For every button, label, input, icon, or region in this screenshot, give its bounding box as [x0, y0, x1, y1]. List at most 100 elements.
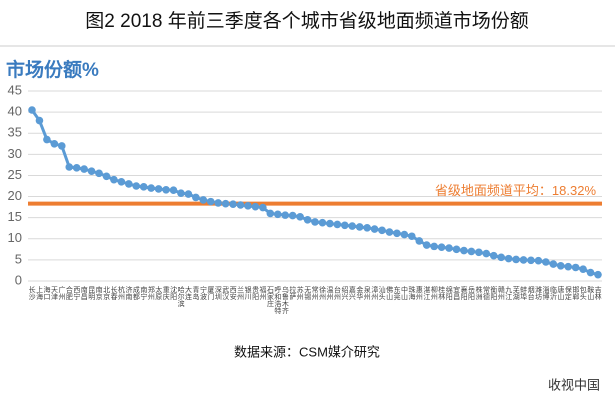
x-tick-label: 太原 [155, 285, 163, 300]
marker [534, 256, 543, 265]
marker [594, 270, 602, 279]
x-tick-label: 长沙 [28, 285, 36, 300]
marker [50, 139, 59, 148]
y-tick-label: 15 [8, 209, 22, 224]
x-tick-label: 长春 [110, 285, 118, 301]
marker [229, 200, 237, 208]
marker [452, 245, 461, 254]
x-tick-label: 无锡 [304, 286, 312, 301]
marker [132, 182, 141, 190]
watermark: 收视中国 [548, 377, 600, 392]
x-tick-label: 赣州 [497, 285, 505, 300]
x-tick-label: 乌鲁木齐 [281, 285, 289, 315]
marker [65, 163, 74, 171]
marker [437, 243, 446, 252]
marker [206, 197, 215, 206]
x-tick-label: 保定 [564, 285, 572, 301]
marker [400, 230, 409, 239]
marker [527, 256, 535, 265]
marker [221, 199, 230, 208]
marker [385, 228, 394, 236]
marker [326, 219, 334, 228]
y-axis-label: 市场份额% [6, 58, 99, 81]
x-tick-label: 天津 [50, 286, 58, 301]
x-tick-label: 上海 [36, 285, 44, 301]
marker [460, 246, 468, 255]
x-tick-label: 常德 [482, 285, 490, 301]
marker [422, 241, 431, 249]
marker [489, 251, 498, 260]
marker [214, 199, 222, 207]
source: 数据来源：CSM媒介研究 [234, 344, 380, 359]
marker [571, 263, 580, 272]
x-tick-label: 湛江 [423, 286, 431, 301]
x-tick-label: 大连 [185, 285, 193, 301]
x-tick-label: 兰州 [237, 285, 245, 300]
marker [549, 260, 558, 268]
marker [303, 215, 312, 224]
y-tick-label: 40 [8, 104, 22, 119]
x-tick-label: 深圳 [214, 285, 222, 301]
x-tick-label: 珠海 [408, 285, 416, 301]
marker [363, 224, 371, 232]
marker [311, 218, 319, 226]
marker [579, 265, 587, 273]
x-tick-label: 常州 [311, 285, 319, 300]
x-tick-label: 银川 [244, 285, 252, 300]
marker [80, 165, 88, 173]
x-tick-label: 东莞 [393, 285, 401, 301]
x-tick-label: 岳阳 [468, 286, 476, 301]
marker [333, 220, 342, 229]
marker [244, 202, 252, 210]
x-tick-label: 南京 [95, 285, 103, 301]
marker [57, 142, 66, 150]
marker [251, 202, 260, 211]
x-tick-label: 西宁 [73, 286, 81, 300]
y-tick-label: 30 [8, 146, 22, 161]
x-tick-label: 嘉兴 [348, 285, 356, 301]
marker [199, 196, 208, 204]
x-tick-label: 唐山 [557, 285, 565, 301]
x-tick-label: 哈尔滨 [177, 285, 185, 308]
marker [393, 229, 401, 238]
x-tick-label: 佛山 [386, 285, 394, 301]
marker [154, 185, 163, 193]
x-tick-label: 福州 [259, 285, 267, 300]
marker [125, 180, 133, 188]
marker [147, 184, 155, 192]
marker [288, 211, 297, 220]
marker [340, 221, 349, 230]
marker [542, 258, 550, 266]
x-tick-label: 烟台 [527, 285, 535, 301]
marker [467, 247, 476, 256]
marker [87, 167, 96, 176]
y-tick-label: 25 [8, 167, 22, 182]
x-tick-label: 中山 [401, 285, 409, 301]
x-tick-label: 昆明 [88, 286, 96, 301]
x-tick-label: 济南 [125, 285, 133, 300]
x-tick-label: 株洲 [475, 285, 483, 300]
x-tick-label: 厦门 [207, 286, 215, 301]
x-tick-label: 绍兴 [341, 285, 349, 301]
marker [519, 256, 528, 264]
marker [102, 172, 111, 181]
marker [415, 237, 424, 245]
marker [72, 164, 81, 172]
x-tick-label: 台州 [333, 285, 341, 300]
x-tick-label: 贵阳 [252, 285, 260, 301]
x-tick-label: 海口 [43, 285, 51, 300]
x-tick-label: 呼和浩特 [274, 285, 282, 314]
x-tick-label: 杭州 [118, 285, 126, 300]
chart-title: 图2 2018 年前三季度各个城市省级地面频道市场份额 [85, 10, 528, 32]
marker [139, 183, 148, 191]
x-tick-label: 襄阳 [460, 285, 468, 301]
marker [236, 201, 245, 209]
y-tick-label: 45 [8, 82, 22, 97]
marker [259, 203, 267, 212]
x-tick-label: 温州 [326, 285, 334, 300]
x-tick-label: 金华 [356, 285, 364, 301]
y-tick-label: 0 [15, 272, 22, 287]
marker [556, 262, 565, 270]
x-tick-label: 包头 [579, 285, 587, 301]
marker [35, 116, 44, 125]
